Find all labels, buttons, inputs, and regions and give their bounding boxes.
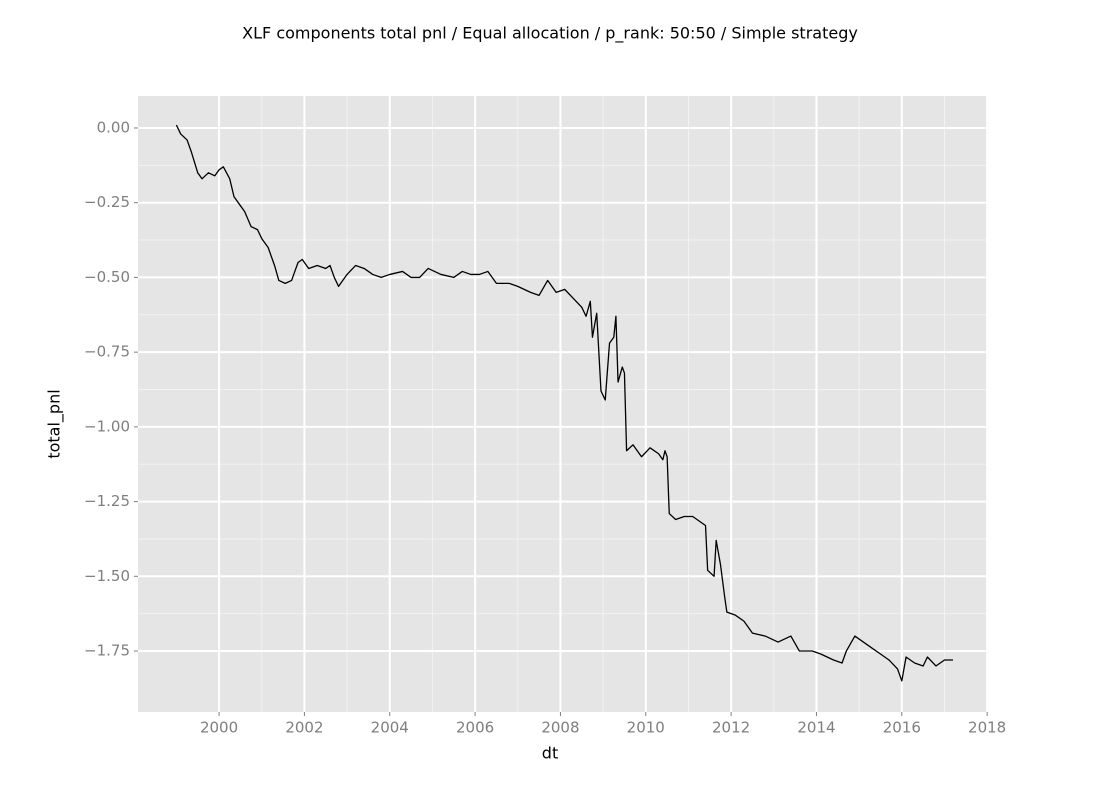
y-tick-label: −1.75 bbox=[84, 642, 130, 660]
x-tick-label: 2006 bbox=[456, 719, 494, 737]
chart-title: XLF components total pnl / Equal allocat… bbox=[242, 24, 858, 44]
y-tick-label: −0.25 bbox=[84, 193, 130, 211]
plot-background bbox=[138, 96, 988, 712]
x-tick-label: 2014 bbox=[797, 719, 835, 737]
y-tick-label: −0.50 bbox=[84, 268, 130, 286]
y-tick-label: −1.25 bbox=[84, 492, 130, 510]
x-axis-label: dt bbox=[542, 744, 558, 763]
x-tick-label: 2012 bbox=[712, 719, 750, 737]
y-tick-label: −1.00 bbox=[84, 417, 130, 435]
x-tick-label: 2018 bbox=[968, 719, 1006, 737]
x-tick-label: 2008 bbox=[541, 719, 579, 737]
y-tick-label: 0.00 bbox=[97, 118, 130, 136]
data-line bbox=[175, 124, 954, 682]
x-tick-label: 2000 bbox=[200, 719, 238, 737]
x-tick-label: 2004 bbox=[371, 719, 409, 737]
x-tick-label: 2010 bbox=[627, 719, 665, 737]
y-tick-label: −0.75 bbox=[84, 343, 130, 361]
x-tick-label: 2016 bbox=[883, 719, 921, 737]
x-tick-label: 2002 bbox=[285, 719, 323, 737]
y-axis-label: total_pnl bbox=[45, 389, 65, 458]
y-tick-label: −1.50 bbox=[84, 567, 130, 585]
